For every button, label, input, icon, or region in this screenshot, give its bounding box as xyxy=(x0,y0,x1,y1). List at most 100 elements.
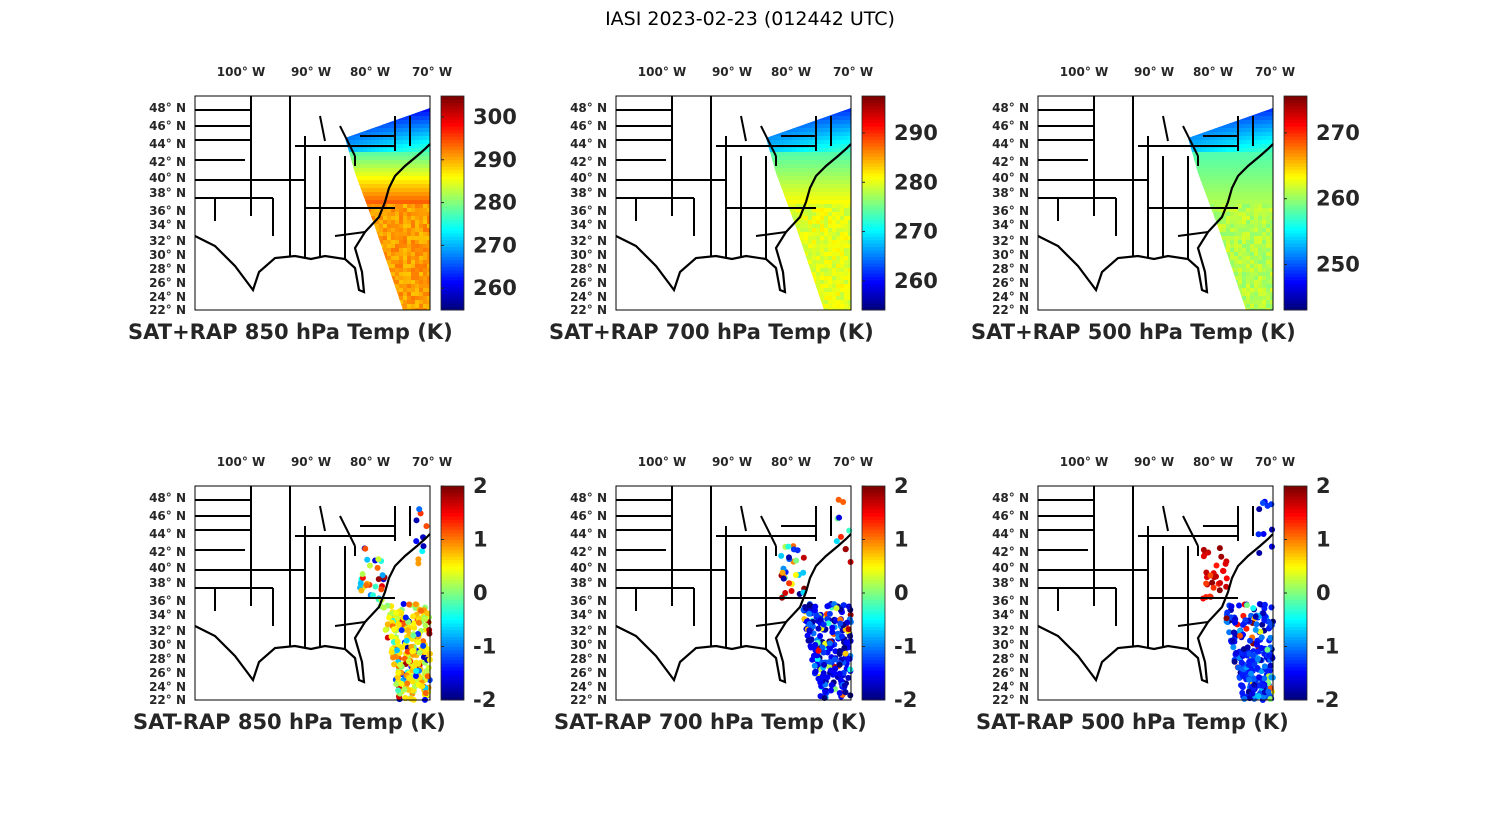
swath-cell xyxy=(1234,208,1239,213)
swath-cell xyxy=(832,136,837,141)
swath-cell xyxy=(808,128,813,133)
map-background xyxy=(195,486,430,700)
swath-cell xyxy=(1226,180,1231,185)
swath-cell xyxy=(423,292,428,297)
swath-cell xyxy=(792,148,797,153)
swath-cell xyxy=(824,220,829,225)
swath-cell xyxy=(824,300,829,305)
swath-cell xyxy=(844,284,849,289)
swath-cell xyxy=(808,248,813,253)
swath-cell xyxy=(1214,136,1219,141)
swath-cell xyxy=(788,148,793,153)
swath-cell xyxy=(1258,292,1263,297)
swath-cell xyxy=(403,168,408,173)
colorbar-segment xyxy=(1284,289,1307,294)
swath-cell xyxy=(395,228,400,233)
swath-cell xyxy=(379,160,384,165)
swath-cell xyxy=(1198,136,1203,141)
swath-cell xyxy=(828,260,833,265)
swath-cell xyxy=(411,220,416,225)
colorbar-segment xyxy=(1284,106,1307,110)
swath-cell xyxy=(820,188,825,193)
swath-cell xyxy=(1258,248,1263,253)
swath-cell xyxy=(1266,244,1271,249)
swath-cell xyxy=(820,240,825,245)
swath-cell xyxy=(1270,220,1273,225)
swath-cell xyxy=(1234,244,1239,249)
swath-cell xyxy=(844,188,849,193)
swath-cell xyxy=(808,136,813,141)
colorbar-segment xyxy=(1284,139,1307,144)
swath-cell xyxy=(828,152,833,157)
colorbar-segment xyxy=(441,542,464,547)
swath-cell xyxy=(848,268,851,273)
swath-cell xyxy=(1222,184,1227,189)
swath-cell xyxy=(824,248,829,253)
swath-cell xyxy=(1246,120,1251,125)
swath-cell xyxy=(411,128,416,133)
swath-cell xyxy=(427,108,430,113)
swath-cell xyxy=(1262,112,1267,117)
swath-cell xyxy=(1222,172,1227,177)
swath-cell xyxy=(1266,136,1271,141)
swath-cell xyxy=(1266,308,1271,310)
swath-cell xyxy=(828,244,833,249)
swath-cell xyxy=(796,188,801,193)
swath-cell xyxy=(367,132,372,137)
swath-cell xyxy=(840,296,845,301)
data-point xyxy=(845,603,852,610)
swath-cell xyxy=(820,140,825,145)
colorbar-segment xyxy=(441,229,464,234)
swath-cell xyxy=(816,224,821,229)
swath-cell xyxy=(1254,132,1259,137)
swath-cell xyxy=(423,184,428,189)
swath-cell xyxy=(836,156,841,161)
swath-cell xyxy=(379,192,384,197)
data-point xyxy=(401,686,408,693)
swath-cell xyxy=(1230,132,1235,137)
swath-cell xyxy=(379,180,384,185)
swath-cell xyxy=(427,156,430,161)
data-point xyxy=(391,661,398,668)
coastline xyxy=(194,533,431,684)
swath-cell xyxy=(1226,124,1231,129)
colorbar-segment xyxy=(1284,136,1307,140)
swath-cell xyxy=(1238,284,1243,289)
swath-cell xyxy=(395,136,400,141)
swath-cell xyxy=(427,292,430,297)
swath-cell xyxy=(1198,140,1203,145)
swath-cell xyxy=(844,124,849,129)
colorbar-segment xyxy=(862,219,885,224)
swath-cell xyxy=(812,136,817,141)
colorbar-segment xyxy=(441,216,464,221)
swath-cell xyxy=(776,140,781,145)
swath-cell xyxy=(844,228,849,233)
swath-cell xyxy=(804,252,809,257)
swath-cell xyxy=(1210,132,1215,137)
swath-cell xyxy=(1242,156,1247,161)
swath-cell xyxy=(367,128,372,133)
data-point xyxy=(405,658,412,665)
swath-cell xyxy=(399,128,404,133)
data-point xyxy=(822,688,829,695)
swath-cell xyxy=(1230,264,1235,269)
swath-cell xyxy=(383,176,388,181)
swath-cell xyxy=(1270,296,1273,301)
colorbar-segment xyxy=(441,246,464,251)
swath-cell xyxy=(848,140,851,145)
colorbar-segment xyxy=(862,279,885,284)
swath-cell xyxy=(1210,180,1215,185)
swath-cell xyxy=(1222,236,1227,241)
swath-cell xyxy=(395,160,400,165)
swath-cell xyxy=(407,208,412,213)
swath-cell xyxy=(1262,240,1267,245)
swath-cell xyxy=(423,108,428,113)
swath-cell xyxy=(407,168,412,173)
swath-cell xyxy=(1262,268,1267,273)
swath-cell xyxy=(423,212,428,217)
swath-cell xyxy=(1254,304,1259,309)
swath-cell xyxy=(1238,160,1243,165)
swath-cell xyxy=(1262,116,1267,121)
swath-cell xyxy=(844,164,849,169)
lon-tick-label: 90° W xyxy=(712,65,752,79)
